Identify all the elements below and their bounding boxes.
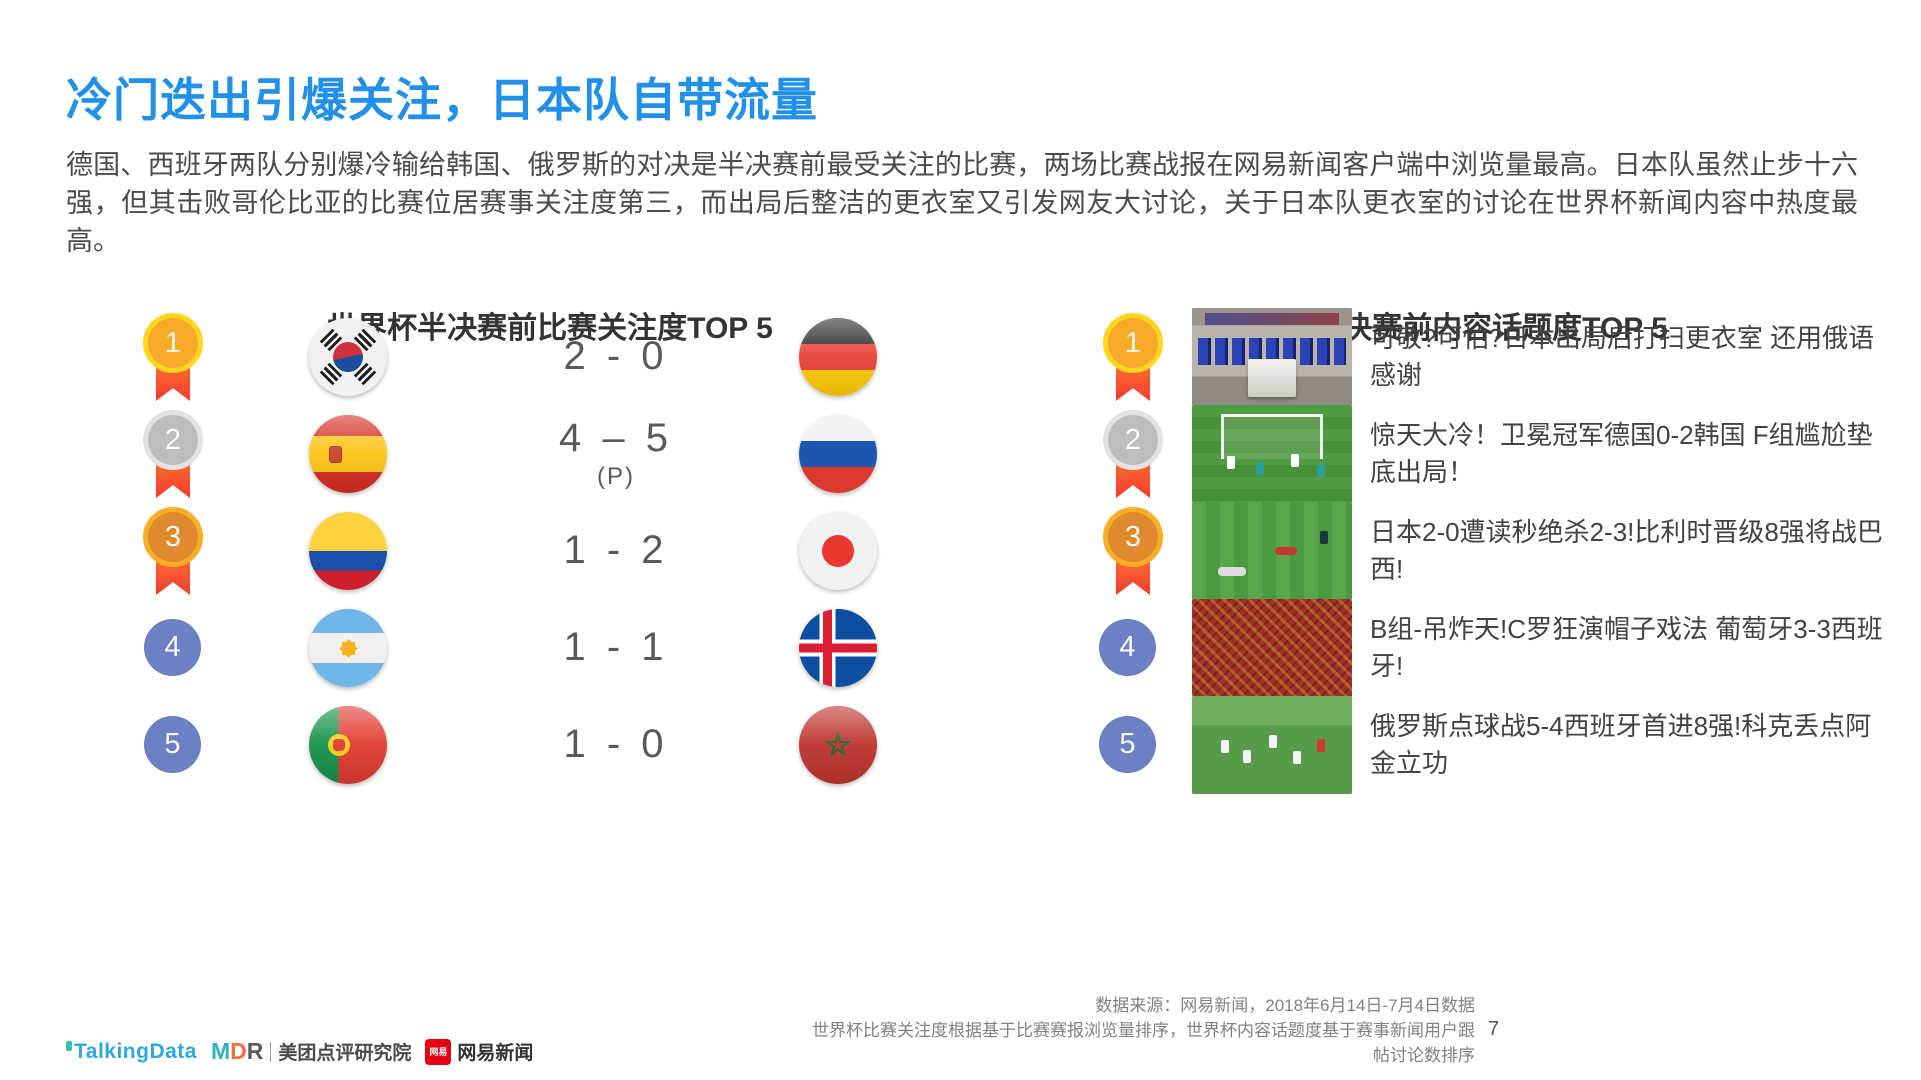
south-korea-flag-icon	[309, 318, 387, 396]
source-line-2: 世界杯比赛关注度根据基于比赛赛报浏览量排序，世界杯内容话题度基于赛事新闻用户跟帖…	[812, 1021, 1475, 1065]
match-row-1: 1 2 - 0	[130, 308, 920, 405]
topic-row-1: 1 可敬?可怕?日本出局后打扫更衣室 还用俄语感谢	[1090, 308, 1890, 407]
data-source-note: 数据来源：网易新闻，2018年6月14日-7月4日数据 世界杯比赛关注度根据基于…	[800, 993, 1475, 1068]
news-thumbnail-russia-celebration	[1192, 696, 1352, 794]
topic-row-3: 3 日本2-0遭读秒绝杀2-3!比利时晋级8强将战巴西!	[1090, 502, 1890, 601]
portugal-flag-icon	[309, 706, 387, 784]
rank-number: 2	[143, 410, 203, 470]
sun-of-may-icon	[341, 641, 355, 655]
bronze-medal-icon: 3	[141, 507, 205, 601]
news-headline: B组-吊炸天!C罗狂演帽子戏法 葡萄牙3-3西班牙!	[1370, 613, 1883, 681]
germany-flag-icon	[799, 318, 877, 396]
colombia-flag-icon	[309, 512, 387, 590]
match-score: 4 – 5	[559, 416, 673, 460]
morocco-flag-icon	[799, 706, 877, 784]
topic-row-4: 4 B组-吊炸天!C罗狂演帽子戏法 葡萄牙3-3西班牙!	[1090, 599, 1890, 697]
source-line-1: 数据来源：网易新闻，2018年6月14日-7月4日数据	[1095, 996, 1475, 1015]
news-headline: 俄罗斯点球战5-4西班牙首进8强!科克丢点阿金立功	[1370, 710, 1872, 778]
argentina-flag-icon	[309, 609, 387, 687]
pentagram-icon	[824, 731, 852, 757]
match-score: 1 - 0	[563, 722, 669, 766]
topic-row-2: 2 惊天大冷！卫冕冠军德国0-2韩国 F组尴尬垫底出局！	[1090, 405, 1890, 504]
russia-flag-icon	[799, 415, 877, 493]
rank-badge: 5	[144, 716, 201, 773]
rank-badge: 4	[144, 619, 201, 676]
rank-number: 1	[143, 313, 203, 373]
talkingdata-logo: TalkingData	[66, 1040, 197, 1064]
match-row-3: 3 1 - 2	[130, 502, 920, 599]
penalty-note: (P)	[597, 463, 635, 490]
spain-flag-icon	[309, 415, 387, 493]
news-thumbnail-locker-room	[1192, 308, 1352, 406]
rank-number: 3	[143, 507, 203, 567]
talkingdata-mark-icon	[66, 1040, 72, 1051]
silver-medal-icon: 2	[141, 410, 205, 504]
page-number: 7	[1488, 1018, 1500, 1040]
japan-flag-icon	[799, 512, 877, 590]
netease-icon: 网易	[425, 1038, 452, 1065]
score-cell: 1 - 0	[526, 696, 706, 793]
news-thumbnail-japan-belgium	[1192, 502, 1352, 600]
rank-number: 3	[1103, 507, 1163, 567]
score-cell: 1 - 1	[526, 599, 706, 696]
rank-number: 2	[1103, 410, 1163, 470]
netease-news-logo: 网易 网易新闻	[425, 1038, 533, 1065]
match-score: 2 - 0	[563, 334, 669, 378]
match-row-5: 5 1 - 0	[130, 696, 920, 793]
page-title: 冷门迭出引爆关注，日本队自带流量	[66, 74, 818, 126]
match-row-4: 4 1 - 1	[130, 599, 920, 696]
match-ranking-list: 1 2 - 0 2 4 – 5 (P)	[130, 308, 920, 793]
iceland-flag-icon	[799, 609, 877, 687]
score-cell: 4 – 5 (P)	[526, 405, 706, 502]
score-cell: 1 - 2	[526, 502, 706, 599]
score-cell: 2 - 0	[526, 308, 706, 405]
match-score: 1 - 2	[563, 528, 669, 572]
rank-badge: 4	[1099, 619, 1156, 676]
news-headline: 惊天大冷！卫冕冠军德国0-2韩国 F组尴尬垫底出局！	[1370, 419, 1873, 487]
match-row-2: 2 4 – 5 (P)	[130, 405, 920, 502]
gold-medal-icon: 1	[1101, 313, 1165, 407]
gold-medal-icon: 1	[141, 313, 205, 407]
match-section-title: 世界杯半决赛前比赛关注度TOP 5	[327, 312, 773, 345]
news-thumbnail-germany-korea	[1192, 405, 1352, 503]
news-headline: 日本2-0遭读秒绝杀2-3!比利时晋级8强将战巴西!	[1370, 516, 1883, 584]
rank-number: 1	[1103, 313, 1163, 373]
news-headline: 可敬?可怕?日本出局后打扫更衣室 还用俄语感谢	[1370, 322, 1875, 390]
topic-row-5: 5 俄罗斯点球战5-4西班牙首进8强!科克丢点阿金立功	[1090, 696, 1890, 794]
news-thumbnail-portugal-fans	[1192, 599, 1352, 697]
bronze-medal-icon: 3	[1101, 507, 1165, 601]
silver-medal-icon: 2	[1101, 410, 1165, 504]
intro-paragraph: 德国、西班牙两队分别爆冷输给韩国、俄罗斯的对决是半决赛前最受关注的比赛，两场比赛…	[66, 150, 1858, 256]
match-score: 1 - 1	[563, 625, 669, 669]
topic-ranking-list: 1 可敬?可怕?日本出局后打扫更衣室 还用俄语感谢 2 惊天大冷！卫冕冠军德国	[1090, 308, 1890, 794]
logo-divider	[270, 1041, 272, 1062]
rank-badge: 5	[1099, 716, 1156, 773]
